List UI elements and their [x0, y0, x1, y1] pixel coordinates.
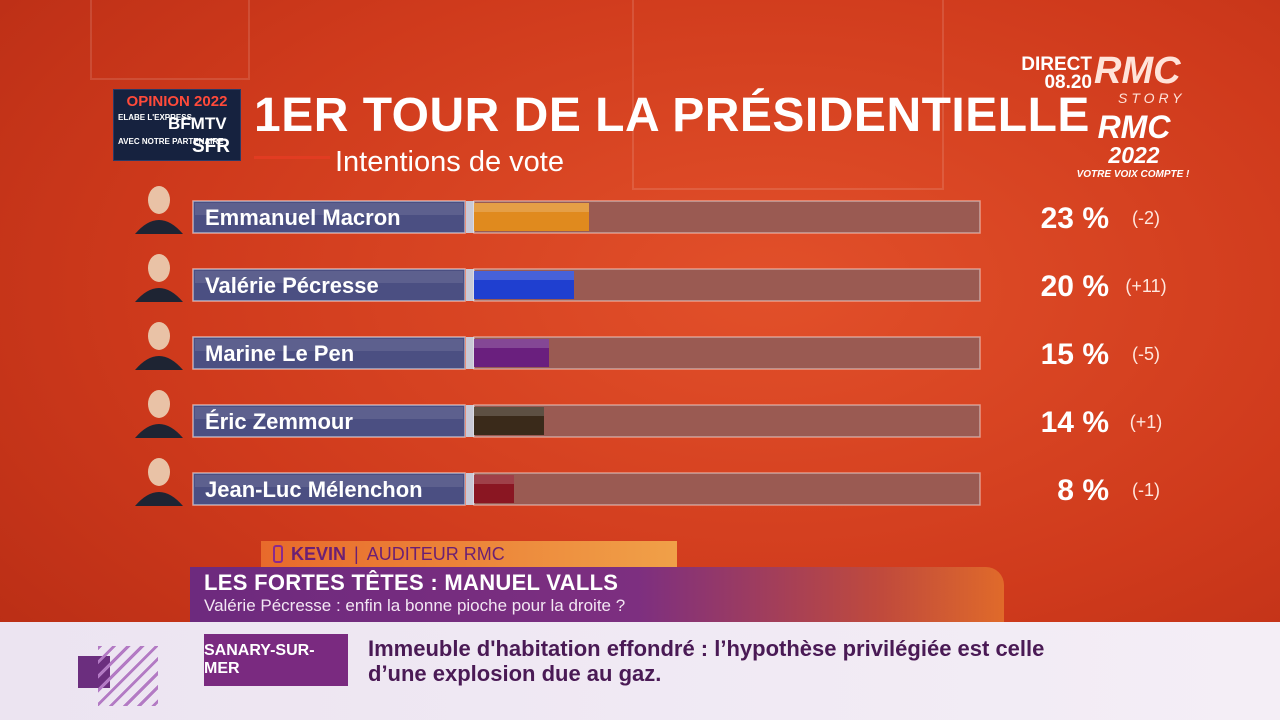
- bar-track: [473, 472, 981, 506]
- candidate-name-plate-sheen: [195, 203, 463, 215]
- background-frame-line: [90, 0, 250, 80]
- candidate-avatar-head: [148, 322, 170, 350]
- rmc-story-logo: RMC: [1094, 50, 1181, 92]
- logo-bfmtv-text: BFMTV: [168, 114, 227, 133]
- bar-separator: [466, 405, 474, 437]
- candidate-name-plate-sheen: [195, 339, 463, 351]
- ticker-location-tag: SANARY-SUR-MER: [204, 634, 348, 686]
- value-label: 14 %: [1041, 406, 1109, 439]
- value-bar-sheen: [474, 475, 514, 484]
- candidate-name-plate-sheen: [195, 407, 463, 419]
- candidate-avatar-head: [148, 458, 170, 486]
- candidate-avatar-body: [135, 424, 183, 438]
- candidate-avatar-head: [148, 254, 170, 282]
- value-bar-sheen: [474, 407, 544, 416]
- value-label: 20 %: [1041, 270, 1109, 303]
- candidate-name-plate: [192, 404, 466, 438]
- candidate-avatar: [132, 317, 186, 371]
- logo-sfr-text: SFR: [192, 136, 230, 157]
- show-banner: LES FORTES TÊTES : MANUEL VALLS Valérie …: [190, 567, 1004, 623]
- value-bar-sheen: [474, 203, 589, 212]
- caller-role: AUDITEUR RMC: [366, 543, 505, 564]
- background-frame-line: [632, 0, 944, 190]
- value-bar: [474, 407, 544, 435]
- chart-title: 1ER TOUR DE LA PRÉSIDENTIELLE: [254, 89, 1090, 142]
- candidate-avatar-head: [148, 390, 170, 418]
- candidate-name: Valérie Pécresse: [205, 273, 379, 298]
- opinion-logo: OPINION 2022 ELABE L'EXPRESS BFMTV AVEC …: [113, 89, 241, 161]
- value-bar: [474, 271, 574, 299]
- bar-separator: [466, 473, 474, 505]
- candidate-name-plate-sheen: [195, 475, 463, 487]
- candidate-avatar: [132, 181, 186, 235]
- caller-name: KEVIN: [291, 543, 347, 564]
- live-indicator: DIRECT 08.20: [1008, 54, 1092, 93]
- change-label: (+11): [1125, 276, 1166, 296]
- candidate-avatar: [132, 385, 186, 439]
- candidate-avatar-body: [135, 220, 183, 234]
- logo-partner-text: AVEC NOTRE PARTENAIRE: [118, 137, 224, 146]
- direct-label: DIRECT: [1021, 54, 1092, 75]
- logo-opinion-text: OPINION 2022: [126, 93, 228, 110]
- candidate-name-plate: [192, 200, 466, 234]
- slogan-text: VOTRE VOIX COMPTE !: [1076, 169, 1190, 180]
- bar-track: [473, 268, 981, 302]
- value-label: 15 %: [1041, 338, 1109, 371]
- candidate-avatar-head: [148, 186, 170, 214]
- subtitle-accent-line: [254, 156, 330, 159]
- candidate-name-plate: [192, 336, 466, 370]
- change-label: (+1): [1130, 412, 1163, 432]
- logo-elabe-text: ELABE L'EXPRESS: [118, 113, 192, 122]
- caller-banner: KEVIN | AUDITEUR RMC: [261, 541, 677, 567]
- candidate-name-plate-sheen: [195, 271, 463, 283]
- change-label: (-2): [1132, 208, 1160, 228]
- ticker-headline: Immeuble d'habitation effondré : l’hypot…: [368, 636, 1045, 686]
- bar-separator: [466, 201, 474, 233]
- story-label: STORY: [1118, 90, 1186, 106]
- chart-subtitle: Intentions de vote: [335, 146, 564, 178]
- candidate-avatar-body: [135, 492, 183, 506]
- candidate-avatar: [132, 249, 186, 303]
- candidate-avatar-body: [135, 356, 183, 370]
- show-title: LES FORTES TÊTES : MANUEL VALLS: [204, 570, 619, 595]
- rmc-2022-logo: RMC: [1097, 109, 1171, 145]
- bar-track: [473, 336, 981, 370]
- candidate-name: Jean-Luc Mélenchon: [205, 477, 423, 502]
- value-bar: [474, 203, 589, 231]
- candidate-name: Emmanuel Macron: [205, 205, 401, 230]
- value-bar-sheen: [474, 339, 549, 348]
- value-label: 23 %: [1041, 202, 1109, 235]
- value-label: 8 %: [1057, 474, 1109, 507]
- change-label: (-1): [1132, 480, 1160, 500]
- phone-icon: [273, 545, 283, 563]
- candidate-avatar-body: [135, 288, 183, 302]
- bar-track: [473, 200, 981, 234]
- candidate-name-plate: [192, 268, 466, 302]
- candidate-name-plate: [192, 472, 466, 506]
- value-bar: [474, 475, 514, 503]
- ticker-logo-stripes: [98, 646, 158, 706]
- value-bar-sheen: [474, 271, 574, 280]
- bar-separator: [466, 337, 474, 369]
- change-label: (-5): [1132, 344, 1160, 364]
- clock-time: 08.20: [1044, 72, 1092, 93]
- candidate-name: Marine Le Pen: [205, 341, 354, 366]
- candidate-name: Éric Zemmour: [205, 409, 353, 434]
- caller-separator: |: [354, 543, 359, 564]
- bar-track: [473, 404, 981, 438]
- candidate-avatar: [132, 453, 186, 507]
- show-subtitle: Valérie Pécresse : enfin la bonne pioche…: [204, 596, 626, 615]
- bar-separator: [466, 269, 474, 301]
- value-bar: [474, 339, 549, 367]
- rmc-2022-year: 2022: [1108, 142, 1160, 168]
